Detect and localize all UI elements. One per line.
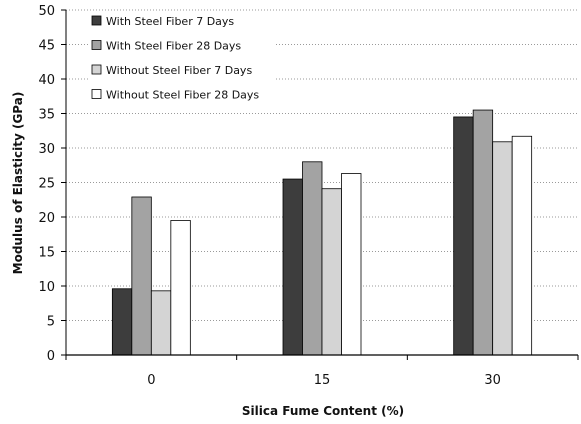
bar-0-series-0 — [111, 288, 133, 356]
bars — [111, 109, 533, 356]
y-tick-label: 25 — [38, 177, 55, 192]
legend-swatch-2 — [91, 64, 102, 75]
x-tick-label: 30 — [484, 373, 501, 388]
legend-label-3: Without Steel Fiber 28 Days — [106, 89, 259, 102]
y-tick-label: 5 — [47, 315, 55, 330]
x-axis-title: Silica Fume Content (%) — [242, 404, 404, 418]
legend: With Steel Fiber 7 Days With Steel Fiber … — [88, 12, 276, 108]
y-tick-label: 40 — [38, 73, 55, 88]
y-tick-label: 15 — [38, 246, 55, 261]
y-tick-label: 0 — [47, 349, 55, 364]
x-tick-labels: 0 15 30 — [65, 355, 579, 388]
x-tick-label: 0 — [147, 373, 155, 388]
bar-30-series-1 — [472, 109, 494, 356]
y-tick-label: 45 — [38, 39, 55, 54]
bar-30-series-0 — [453, 116, 474, 356]
legend-swatch-1 — [91, 40, 102, 50]
y-tick-label: 30 — [38, 142, 55, 157]
y-tick-label: 10 — [38, 280, 55, 295]
y-tick-label: 35 — [38, 108, 55, 123]
bar-30-series-3 — [511, 135, 533, 356]
legend-swatch-0 — [91, 15, 102, 26]
y-tick-label: 20 — [38, 211, 55, 226]
bar-15-series-2 — [321, 188, 342, 356]
legend-label-0: With Steel Fiber 7 Days — [106, 15, 234, 28]
y-tick-labels: 0 5 10 15 20 25 30 35 40 45 50 — [38, 4, 66, 364]
y-tick-label: 50 — [38, 4, 55, 19]
bar-30-series-2 — [492, 141, 513, 356]
bar-15-series-0 — [282, 178, 303, 356]
bar-15-series-1 — [302, 161, 323, 356]
legend-background — [88, 12, 276, 108]
legend-label-1: With Steel Fiber 28 Days — [106, 40, 241, 53]
bar-0-series-2 — [150, 290, 172, 356]
bar-15-series-3 — [341, 173, 362, 356]
legend-swatch-3 — [91, 89, 102, 99]
bar-0-series-3 — [170, 220, 191, 356]
y-axis-title: Modulus of Elasticity (GPa) — [11, 92, 25, 275]
x-tick-label: 15 — [314, 373, 331, 388]
bar-0-series-1 — [131, 196, 152, 356]
legend-label-2: Without Steel Fiber 7 Days — [106, 64, 252, 77]
